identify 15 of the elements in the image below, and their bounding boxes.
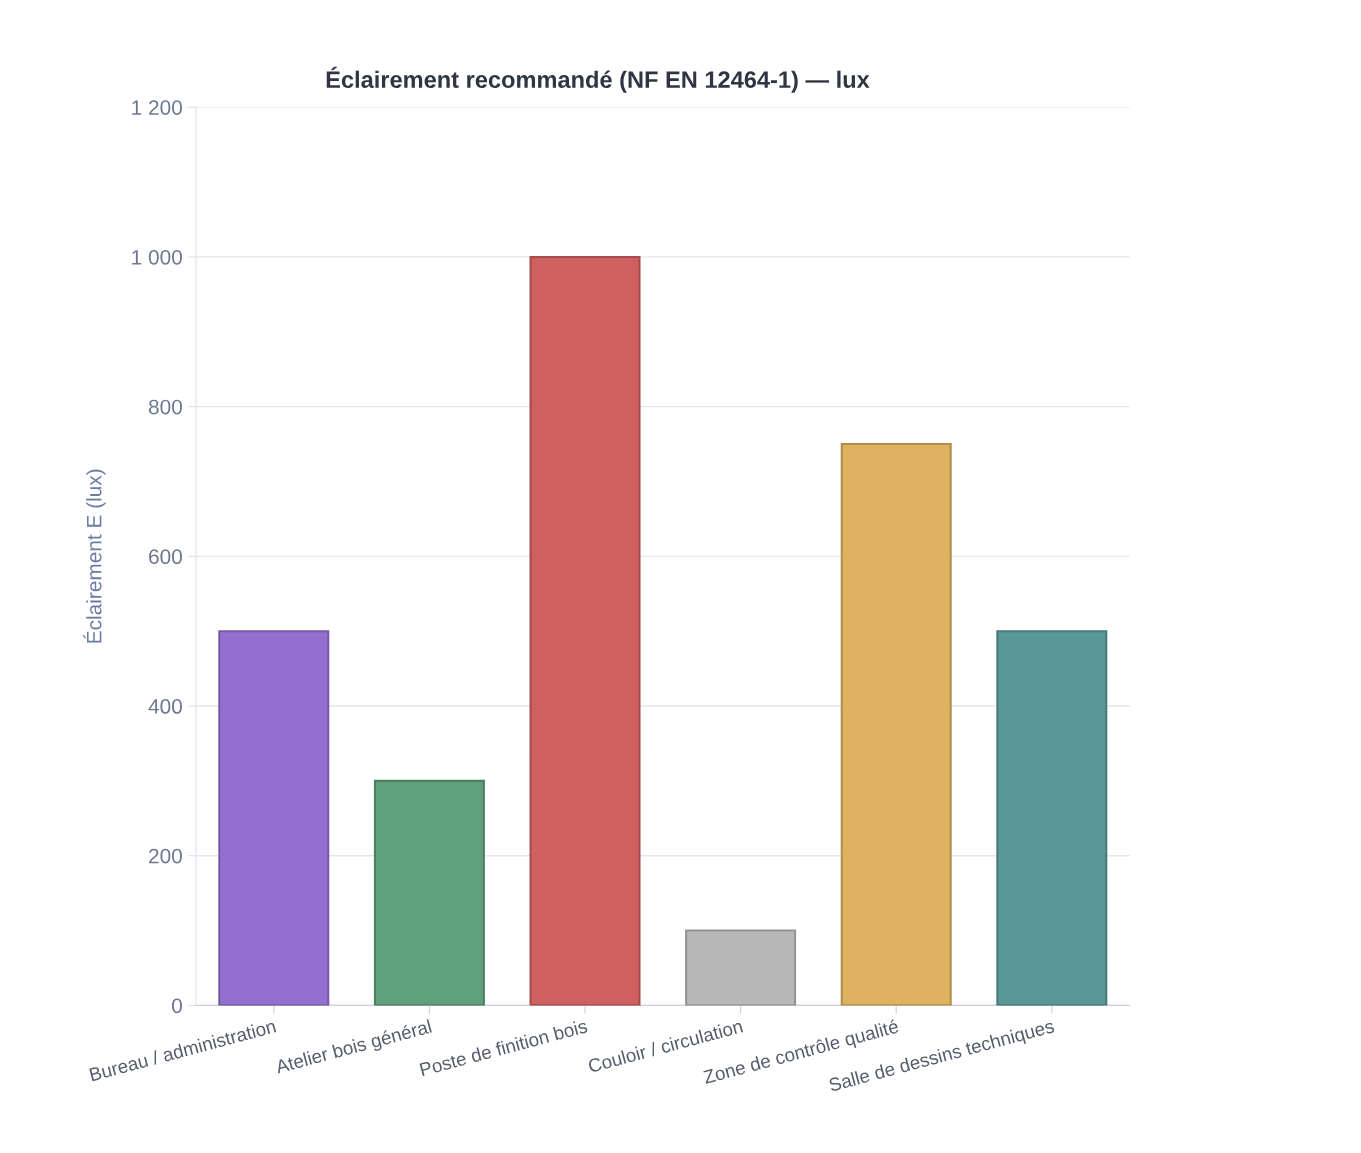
y-tick-label: 1 000 bbox=[132, 249, 182, 265]
chart-title: Éclairement recommandé (NF EN 12464-1) — lux bbox=[326, 66, 870, 93]
y-tick-label: 400 bbox=[148, 699, 182, 714]
bar bbox=[218, 630, 330, 1006]
y-tick-label: 800 bbox=[148, 399, 182, 415]
bar bbox=[529, 255, 641, 1006]
y-tick-label: 1 200 bbox=[132, 100, 182, 115]
bar bbox=[373, 779, 485, 1006]
bar bbox=[685, 929, 797, 1006]
y-tick-label: 600 bbox=[149, 549, 182, 565]
bar bbox=[996, 630, 1108, 1006]
y-tick-label: 200 bbox=[149, 848, 182, 864]
y-tick-label: 0 bbox=[172, 998, 182, 1014]
bar bbox=[840, 443, 952, 1006]
y-axis-title: Éclairement E (lux) bbox=[83, 469, 106, 643]
